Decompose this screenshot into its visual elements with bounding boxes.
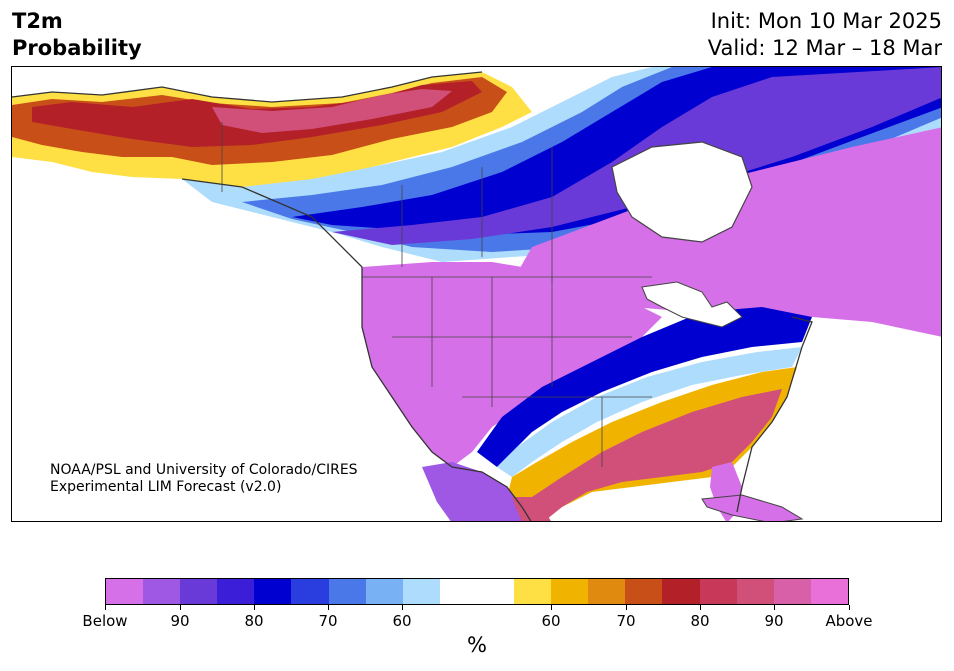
colorbar-tick-label: 90 (764, 612, 784, 630)
credit-line-2: Experimental LIM Forecast (v2.0) (50, 479, 282, 495)
central-us-blue-band (477, 307, 812, 467)
mexico-south (512, 497, 551, 521)
colorbar-segment (625, 579, 663, 604)
map-svg (12, 67, 941, 521)
west-us-land (362, 262, 662, 467)
colorbar-segment (180, 579, 218, 604)
title-probability: Probability (12, 36, 142, 60)
colorbar-tick (328, 605, 329, 610)
hudson-bay (611, 141, 753, 243)
colorbar-segment (439, 579, 477, 604)
colorbar-tick-label: 70 (616, 612, 636, 630)
central-us-light-band (497, 347, 802, 477)
colorbar-segment (810, 579, 848, 604)
colorbar-segment (773, 579, 811, 604)
colorbar-segment (365, 579, 403, 604)
southeast-us-hot (532, 389, 782, 521)
colorbar-tick (105, 605, 106, 610)
colorbar-tick-label: Below (82, 612, 128, 630)
colorbar-segment (662, 579, 700, 604)
colorbar-segment (736, 579, 774, 604)
colorbar-tick-label: Above (825, 612, 873, 630)
colorbar-segment (476, 579, 515, 604)
colorbar-segment (328, 579, 366, 604)
colorbar-segment (551, 579, 589, 604)
colorbar-segment (291, 579, 329, 604)
colorbar-tick (700, 605, 701, 610)
colorbar (105, 578, 849, 605)
colorbar-segment (588, 579, 626, 604)
colorbar-tick (774, 605, 775, 610)
colorbar-tick (626, 605, 627, 610)
colorbar-segment (106, 579, 144, 604)
valid-date: Valid: 12 Mar – 18 Mar (707, 36, 942, 60)
colorbar-tick-label: 70 (318, 612, 338, 630)
political-borders (221, 122, 652, 467)
colorbar-tick-label: 60 (392, 612, 412, 630)
colorbar-tick (402, 605, 403, 610)
forecast-dates: Init: Mon 10 Mar 2025 Valid: 12 Mar – 18… (708, 8, 942, 62)
colorbar-tick-label: 60 (541, 612, 561, 630)
title-variable: T2m (12, 9, 63, 33)
colorbar-unit: % (467, 633, 487, 657)
colorbar-tick-label: 90 (170, 612, 190, 630)
cuba (701, 494, 804, 521)
colorbar-tick (254, 605, 255, 610)
colorbar-tick (180, 605, 181, 610)
alaska-top-band (212, 89, 452, 133)
mexico (422, 462, 531, 521)
colorbar-segment (514, 579, 552, 604)
colorbar-tick (551, 605, 552, 610)
map-credit: NOAA/PSL and University of Colorado/CIRE… (50, 462, 358, 496)
colorbar-segment (217, 579, 255, 604)
colorbar-tick-label: 80 (244, 612, 264, 630)
colorbar-segment (254, 579, 292, 604)
init-date: Init: Mon 10 Mar 2025 (710, 9, 942, 33)
probability-map: NOAA/PSL and University of Colorado/CIRE… (11, 66, 942, 522)
chart-title: T2m Probability (12, 8, 142, 62)
colorbar-segment (143, 579, 181, 604)
colorbar-tick-label: 80 (690, 612, 710, 630)
credit-line-1: NOAA/PSL and University of Colorado/CIRE… (50, 462, 358, 478)
east-canada-purple (512, 127, 941, 337)
colorbar-tick (849, 605, 850, 610)
colorbar-segment (699, 579, 737, 604)
coastline (12, 71, 813, 521)
great-lakes (641, 281, 743, 328)
colorbar-segment (402, 579, 440, 604)
